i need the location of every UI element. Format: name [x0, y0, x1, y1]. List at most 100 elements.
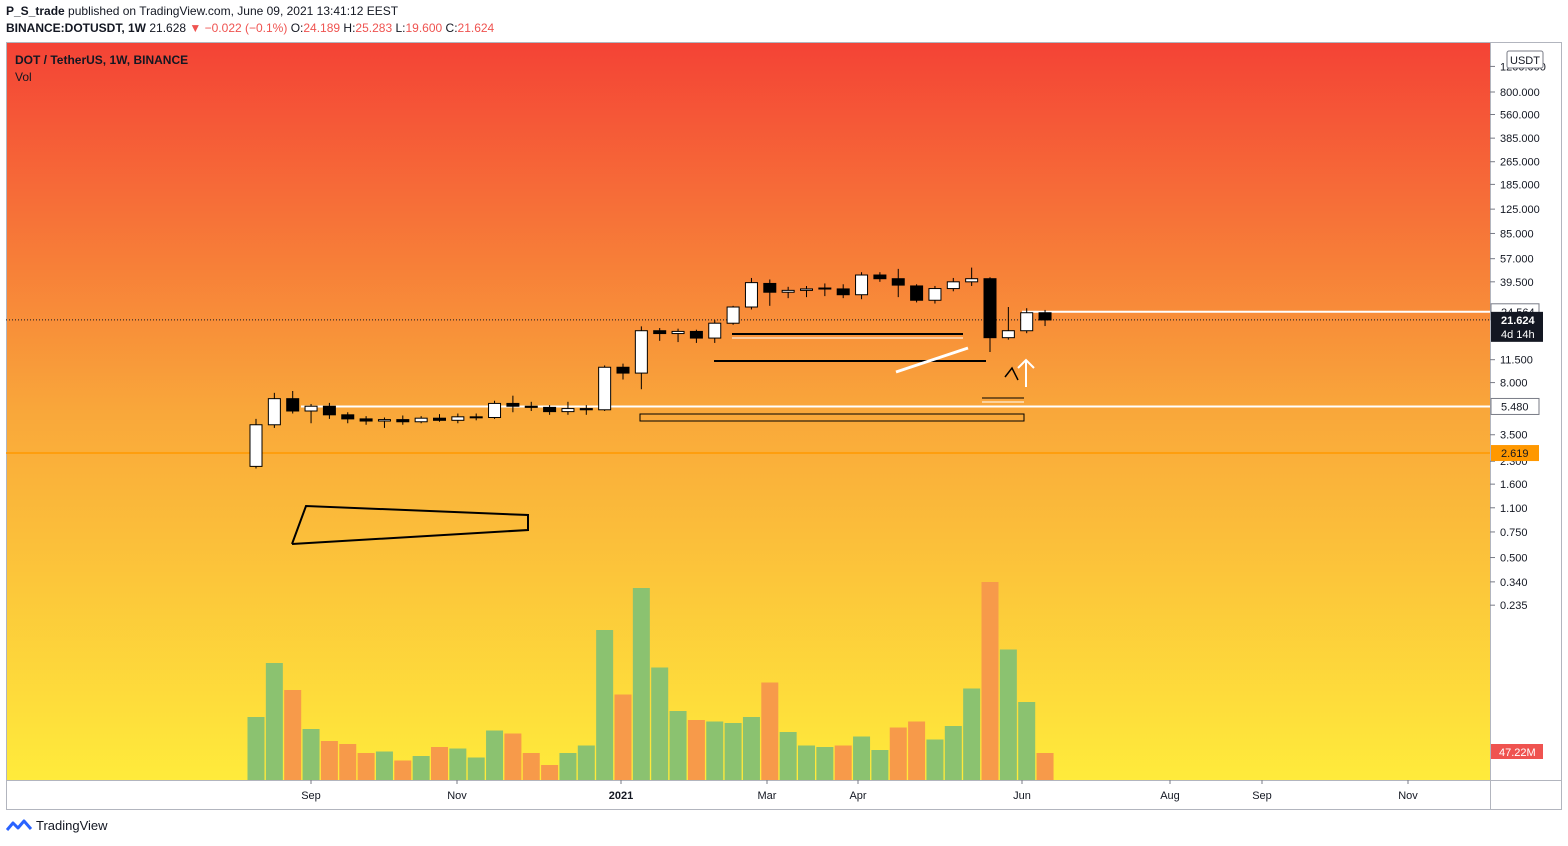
candles	[249, 267, 1052, 469]
price-tick-label: 57.000	[1500, 254, 1534, 266]
price-change: −0.022 (−0.1%)	[204, 21, 288, 35]
low-value: 19.600	[405, 21, 443, 35]
candle-body	[469, 416, 483, 419]
plot-area[interactable]	[7, 43, 1490, 780]
volume-bar	[357, 753, 375, 780]
candle-body	[891, 278, 905, 286]
candle-body	[322, 405, 336, 416]
volume-bar	[779, 732, 797, 780]
price-tick-label: 8.000	[1500, 378, 1528, 390]
high-label: H:	[343, 21, 356, 35]
price-chart[interactable]: 1200.000800.000560.000385.000265.000185.…	[6, 42, 1562, 810]
price-label-text: 2.619	[1501, 448, 1529, 460]
volume-bar	[944, 726, 962, 780]
publisher-name[interactable]: P_S_trade	[6, 4, 65, 18]
candle-body	[983, 278, 997, 339]
candle-body	[1001, 330, 1015, 339]
candle-body	[726, 306, 740, 324]
symbol-label: BINANCE:DOTUSDT, 1W	[6, 21, 146, 35]
volume-bars	[247, 582, 1054, 780]
rising-wedge-line	[895, 346, 969, 374]
price-tick-label: 1.100	[1500, 503, 1528, 515]
candle-body	[616, 366, 630, 374]
tradingview-logo-icon	[6, 819, 32, 831]
volume-bar	[798, 745, 815, 780]
candle-body	[543, 406, 557, 413]
volume-bar	[871, 750, 889, 780]
publish-info: published on TradingView.com, June 09, 2…	[68, 4, 399, 18]
footer-brand[interactable]: TradingView	[6, 818, 108, 833]
triangle-drawing	[291, 504, 529, 545]
volume-bar	[504, 733, 522, 780]
volume-bar	[541, 765, 559, 780]
price-tick-label: 385.000	[1500, 133, 1540, 145]
time-tick-label: Nov	[447, 790, 467, 802]
drawings	[291, 333, 1035, 545]
price-tick-label: 125.000	[1500, 204, 1540, 216]
volume-bar	[522, 753, 540, 780]
candle-body	[267, 398, 281, 426]
low-label: L:	[395, 21, 406, 35]
candle-body	[818, 287, 832, 290]
volume-bar	[853, 736, 871, 780]
volume-badge	[1491, 744, 1543, 759]
candle-body	[1038, 312, 1052, 321]
time-tick-label: Sep	[1252, 790, 1272, 802]
price-label-text: 5.480	[1501, 401, 1529, 413]
volume-bar	[559, 753, 577, 780]
time-tick-label: Sep	[301, 790, 321, 802]
volume-bar	[724, 723, 742, 780]
price-tick-label: 185.000	[1500, 179, 1540, 191]
brand-text: TradingView	[36, 818, 108, 833]
volume-bar	[706, 721, 724, 780]
time-tick-label: 2021	[609, 790, 633, 802]
time-tick-label: Mar	[758, 790, 777, 802]
price-tick-label: 800.000	[1500, 87, 1540, 99]
candle-body	[781, 289, 795, 293]
volume-bar	[449, 748, 467, 780]
volume-bar	[320, 741, 338, 780]
volume-bar	[632, 588, 650, 780]
arrow-head-icon	[1017, 358, 1035, 369]
candle-body	[359, 418, 373, 422]
candle-body	[598, 366, 612, 411]
candle-body	[708, 322, 722, 339]
candle-body	[249, 424, 263, 467]
candle-body	[836, 288, 850, 296]
price-tick-label: 560.000	[1500, 110, 1540, 122]
volume-bar	[394, 760, 412, 780]
volume-bar	[834, 745, 852, 780]
volume-bar	[889, 727, 907, 780]
zigzag-drawing	[1004, 366, 1019, 381]
candle-body	[671, 330, 685, 335]
candle-body	[451, 416, 465, 421]
ohlc-line: BINANCE:DOTUSDT, 1W 21.628 ▼ −0.022 (−0.…	[6, 21, 494, 35]
volume-bar	[302, 729, 320, 780]
volume-bar	[412, 756, 430, 780]
candle-body	[965, 278, 979, 283]
close-label: C:	[445, 21, 458, 35]
time-tick-label: Jun	[1013, 790, 1031, 802]
candle-body	[744, 282, 758, 308]
open-label: O:	[290, 21, 304, 35]
high-value: 25.283	[355, 21, 393, 35]
candle-body	[946, 281, 960, 290]
volume-bar	[981, 582, 999, 780]
volume-bar	[577, 745, 595, 780]
price-tick-label: 265.000	[1500, 157, 1540, 169]
price-tick-label: 39.500	[1500, 277, 1534, 289]
volume-bar	[1036, 753, 1054, 780]
price-label-badge	[1490, 397, 1540, 415]
price-tick-label: 0.235	[1500, 600, 1528, 612]
volume-bar	[614, 694, 632, 780]
currency-badge[interactable]	[1506, 50, 1544, 69]
time-tick-label: Aug	[1160, 790, 1180, 802]
candle-body	[524, 405, 538, 408]
down-arrow-icon: ▼	[189, 21, 202, 35]
volume-bar	[1018, 702, 1036, 780]
volume-bar	[467, 757, 485, 780]
candle-body	[928, 288, 942, 301]
volume-bar	[596, 630, 614, 780]
volume-bar	[375, 751, 393, 780]
close-value: 21.624	[457, 21, 495, 35]
